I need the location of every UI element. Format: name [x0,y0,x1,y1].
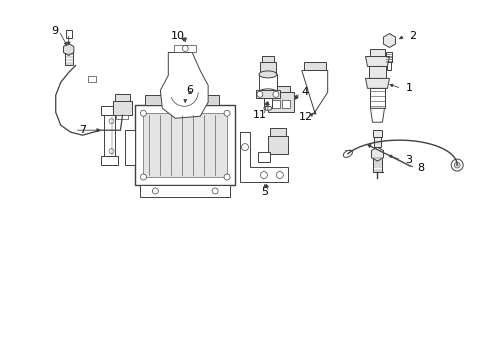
Text: 10: 10 [171,31,185,41]
Ellipse shape [259,71,276,78]
Circle shape [450,159,462,171]
Text: 6: 6 [186,85,193,95]
Bar [114,94,130,101]
Bar [271,86,289,92]
Text: 7: 7 [79,125,85,135]
Polygon shape [383,33,395,48]
Text: 4: 4 [301,87,308,97]
Bar [369,49,385,57]
Bar [260,62,275,75]
Bar [262,57,273,62]
Polygon shape [365,78,388,88]
Circle shape [453,162,459,168]
Circle shape [109,119,114,124]
Bar [103,107,115,165]
Bar [65,30,72,37]
Bar [303,62,325,71]
Text: 11: 11 [252,110,266,120]
Bar [173,95,191,105]
Bar [259,75,276,92]
Bar [281,100,289,108]
Bar [372,156,382,172]
Circle shape [212,188,218,194]
Ellipse shape [264,106,271,110]
Circle shape [272,91,278,97]
Text: 2: 2 [408,31,416,41]
Bar [255,90,279,98]
Bar [271,100,279,108]
Bar [369,88,385,108]
Text: 3: 3 [405,155,411,165]
Circle shape [140,110,146,116]
Polygon shape [365,57,388,67]
Circle shape [260,171,267,179]
Bar [264,98,271,108]
Circle shape [241,144,248,150]
Bar [267,136,287,154]
Bar [116,115,128,119]
Polygon shape [301,71,327,112]
Bar [258,152,269,162]
Circle shape [152,188,158,194]
Bar [135,105,235,185]
Bar [201,95,219,105]
Circle shape [256,91,263,97]
Polygon shape [240,132,287,182]
Bar [101,156,118,165]
Text: 1: 1 [405,84,411,93]
Text: 9: 9 [51,26,58,36]
Ellipse shape [259,89,276,96]
Bar [174,45,196,53]
Bar [372,130,382,137]
Bar [140,185,229,197]
Circle shape [276,171,283,179]
Circle shape [224,174,229,180]
Text: 5: 5 [261,187,268,197]
Polygon shape [63,44,74,55]
Bar [267,92,293,112]
Polygon shape [370,108,384,122]
Bar [64,51,73,66]
Text: 8: 8 [416,163,424,173]
Bar [368,67,386,78]
Circle shape [224,110,229,116]
Bar [143,113,226,177]
Bar [373,137,381,147]
Bar [386,53,392,62]
Ellipse shape [343,150,352,157]
Bar [112,101,132,115]
Text: 12: 12 [298,112,312,122]
Circle shape [182,45,188,51]
Bar [269,128,285,136]
Bar [145,95,163,105]
Polygon shape [371,147,383,161]
Bar [386,62,390,71]
Bar [101,106,118,115]
Circle shape [140,174,146,180]
Circle shape [109,149,114,154]
Polygon shape [160,53,208,118]
Bar [87,76,95,82]
Bar [125,130,135,165]
